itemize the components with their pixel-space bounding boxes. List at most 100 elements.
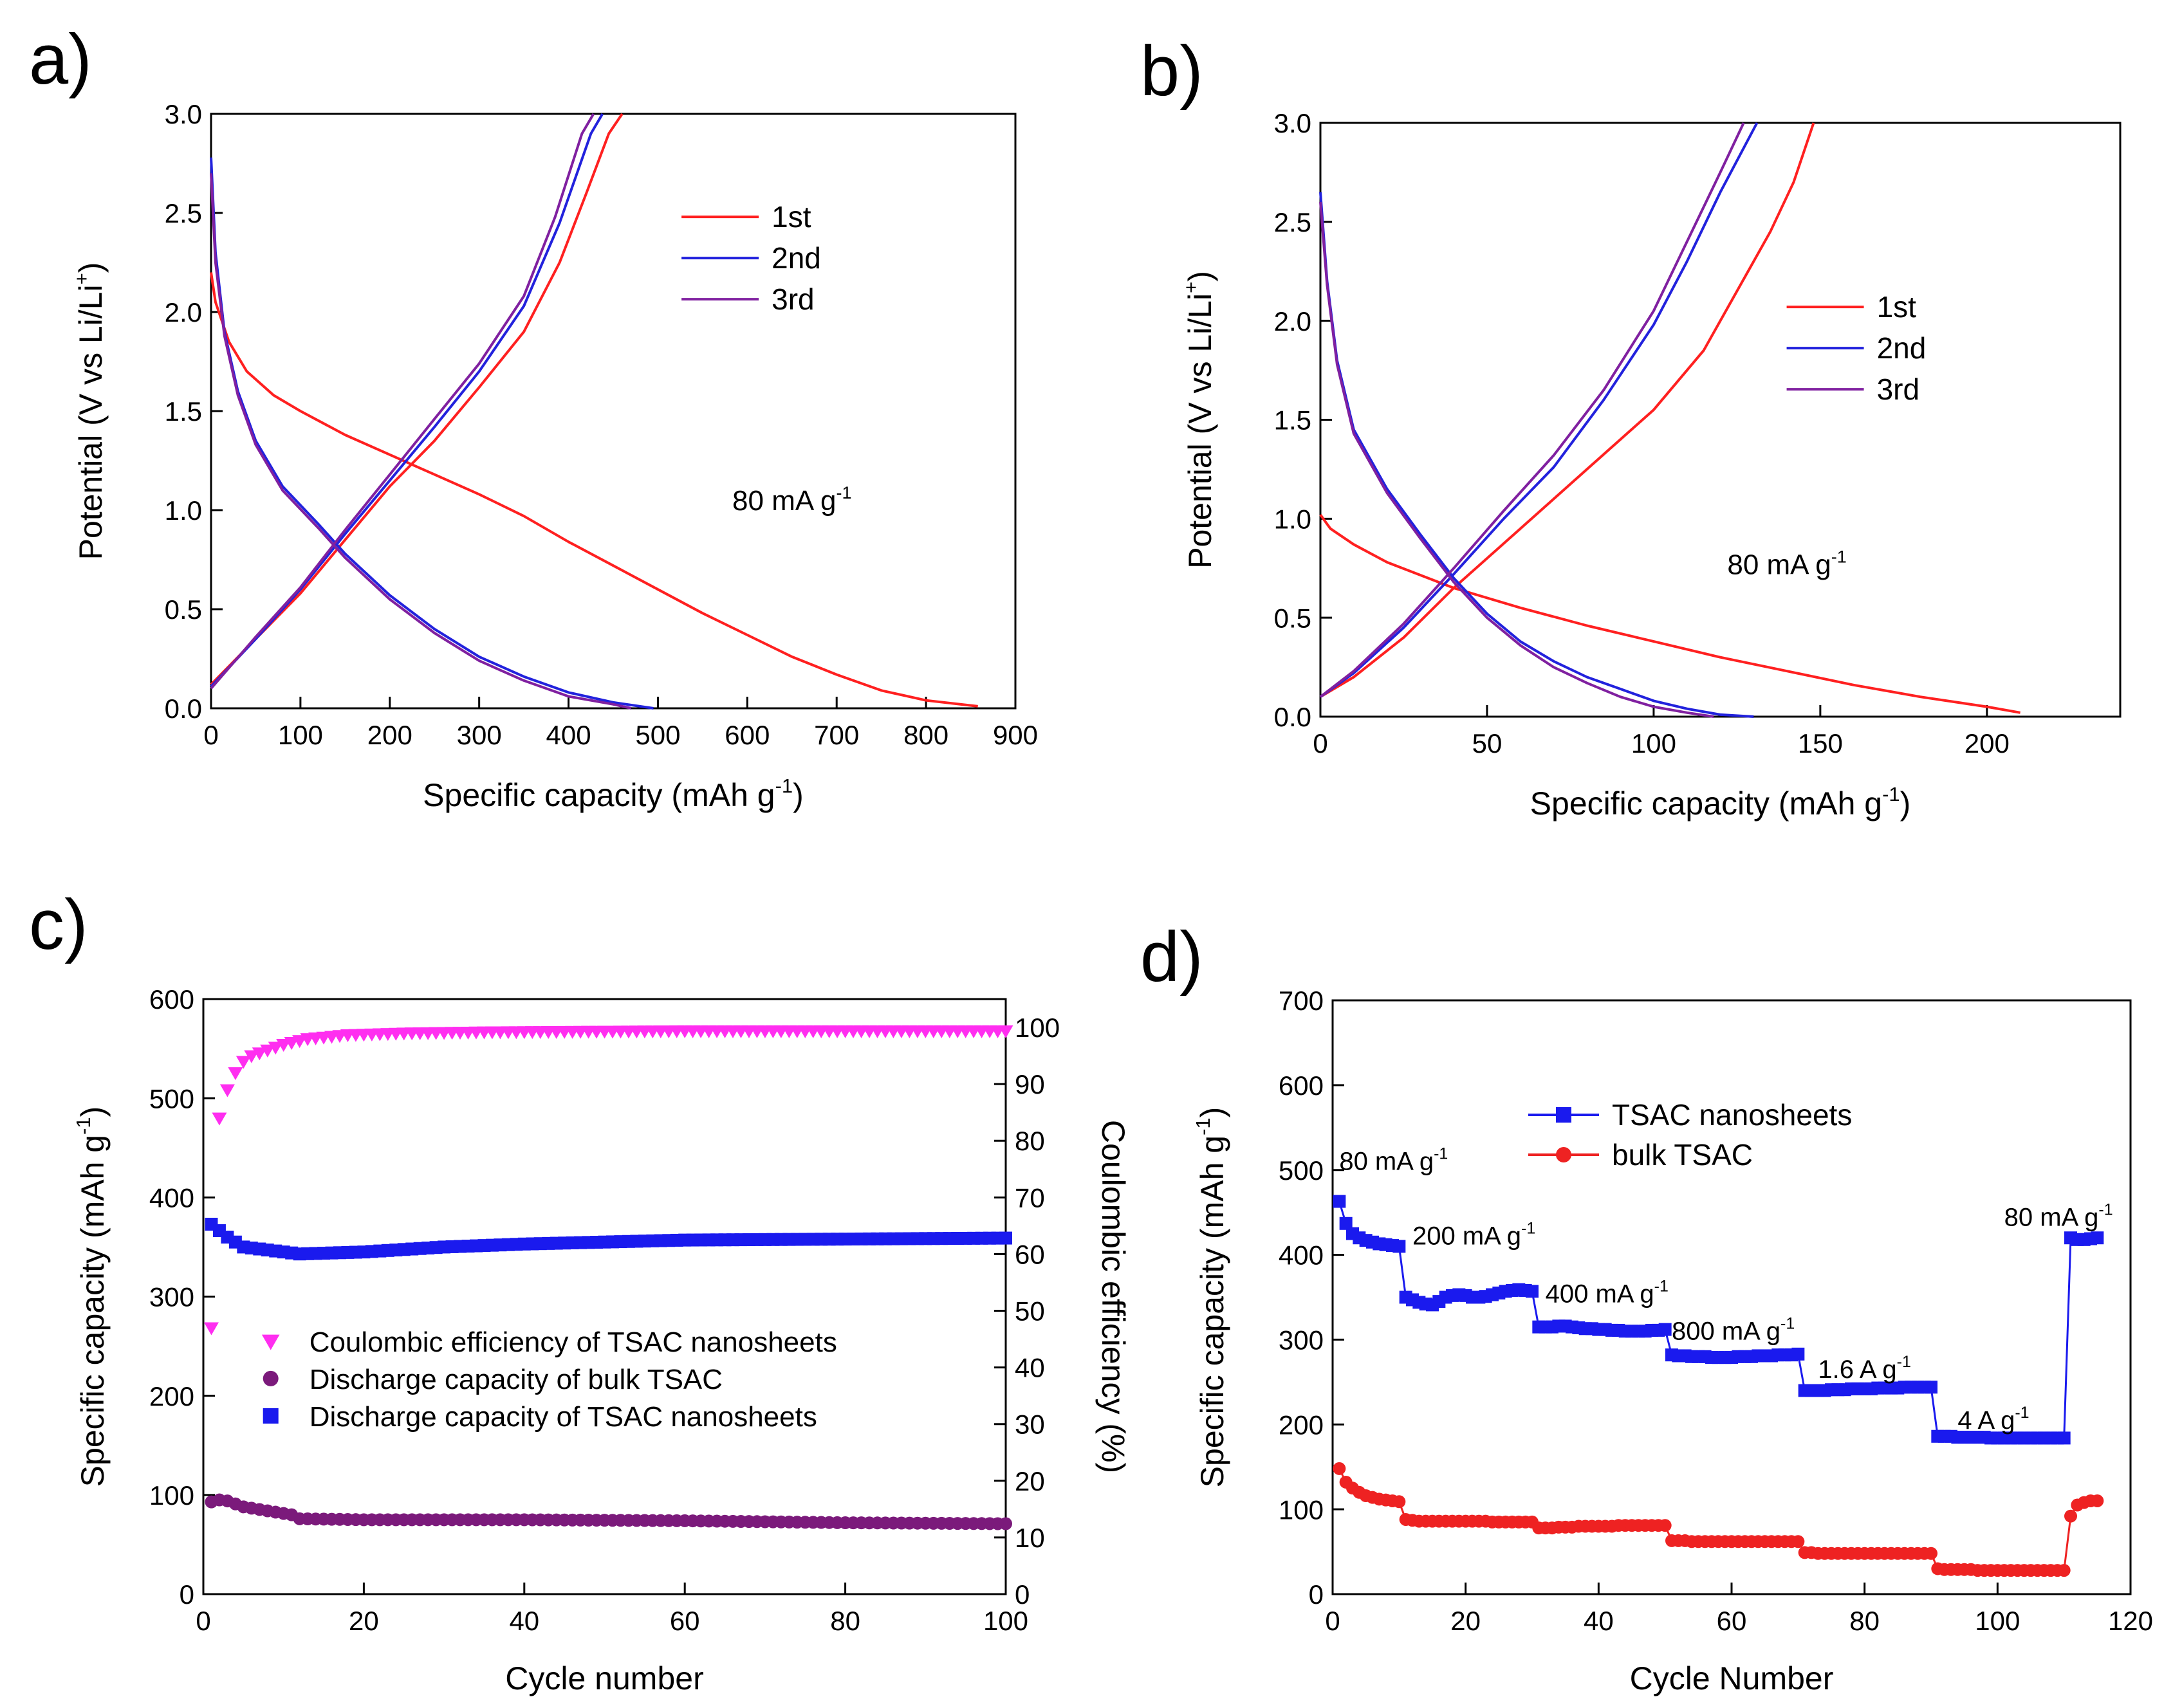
legend-label: TSAC nanosheets [1612, 1098, 1852, 1132]
x-tick-label: 40 [1584, 1606, 1614, 1636]
data-point-triangle-down [212, 1112, 227, 1126]
panel-label: c) [29, 885, 88, 964]
legend-marker [1556, 1107, 1571, 1123]
y-tick-label: 600 [1279, 1070, 1324, 1101]
series-line-2nd [1319, 192, 1754, 718]
data-point-square [999, 1231, 1012, 1245]
y-tick-label: 1.5 [1274, 405, 1311, 436]
data-point-triangle-down [203, 1322, 219, 1336]
y-axis-title: Specific capacity (mAh g-1) [1192, 1107, 1230, 1488]
series-line-3rd [1319, 201, 1714, 718]
y-tick-label: 200 [1279, 1410, 1324, 1440]
y-tick-label: 300 [1279, 1325, 1324, 1355]
y-tick-label: 200 [149, 1381, 194, 1411]
rate-annotation: 1.6 A g-1 [1818, 1353, 1911, 1384]
y2-tick-label: 0 [1015, 1579, 1030, 1610]
plot-frame [1319, 122, 2122, 718]
y-tick-label: 2.5 [165, 198, 202, 228]
y-tick-label: 600 [149, 984, 194, 1015]
data-point-square [2091, 1231, 2104, 1245]
y-tick-label: 3.0 [165, 99, 202, 129]
y2-tick-label: 40 [1015, 1353, 1045, 1383]
series-line-1st [210, 113, 624, 686]
series-line-2nd [210, 113, 604, 688]
data-point-triangle-down [260, 1044, 275, 1058]
y-tick-label: 400 [1279, 1240, 1324, 1271]
data-point-square [1339, 1217, 1353, 1230]
y-tick-label: 100 [149, 1480, 194, 1511]
series-line-3rd [1319, 122, 1745, 698]
x-tick-label: 700 [814, 720, 859, 750]
panel-label: a) [29, 20, 92, 99]
y2-tick-label: 100 [1015, 1013, 1060, 1043]
plot-frame [202, 998, 1007, 1595]
legend-label: Coulombic efficiency of TSAC nanosheets [310, 1327, 837, 1358]
data-point-square [1333, 1195, 1346, 1208]
y-tick-label: 700 [1279, 986, 1324, 1016]
data-point-circle [999, 1517, 1012, 1530]
y-tick-label: 1.0 [165, 495, 202, 526]
x-tick-label: 100 [1631, 728, 1676, 758]
y-tick-label: 400 [149, 1182, 194, 1213]
x-tick-label: 0 [196, 1606, 210, 1636]
data-point-circle [1658, 1519, 1672, 1532]
legend-label: 3rd [772, 282, 814, 316]
legend-marker [261, 1334, 280, 1350]
panel-b: b) 0 50 100 150 200 0.0 0.5 1.0 1.5 2.0 2.5 3.0 1st 2n… [1140, 32, 2122, 822]
data-point-circle [1333, 1462, 1346, 1475]
y-tick-label: 300 [149, 1282, 194, 1312]
series-line-2nd [1319, 122, 1759, 698]
data-point-circle [2091, 1494, 2104, 1507]
x-tick-label: 100 [983, 1606, 1028, 1636]
y2-tick-label: 70 [1015, 1182, 1045, 1213]
data-point-circle [2057, 1564, 2071, 1577]
legend-label: 1st [772, 200, 811, 234]
x-tick-label: 80 [1849, 1606, 1880, 1636]
x-tick-label: 40 [509, 1606, 539, 1636]
x-tick-label: 200 [367, 720, 412, 750]
x-tick-label: 20 [349, 1606, 379, 1636]
x-tick-label: 60 [1717, 1606, 1747, 1636]
data-point-triangle-down [228, 1067, 243, 1081]
plot-frame [210, 113, 1017, 710]
legend-label: 2nd [1877, 331, 1927, 365]
legend-label: bulk TSAC [1612, 1138, 1753, 1171]
series-line-3rd [210, 173, 632, 710]
data-point-circle [1925, 1547, 1937, 1560]
y-axis-title: Specific capacity (mAh g-1) [72, 1107, 111, 1487]
legend-marker [1556, 1147, 1571, 1163]
x-tick-label: 100 [1975, 1606, 2020, 1636]
rate-annotation: 80 mA g-1 [1339, 1145, 1448, 1176]
y-tick-label: 0 [1309, 1579, 1324, 1610]
legend-label: 3rd [1877, 372, 1919, 406]
y-axis-title: Potential (V vs Li/Li+) [70, 262, 109, 560]
x-tick-label: 900 [993, 720, 1038, 750]
x-tick-label: 0 [203, 720, 218, 750]
x-tick-label: 50 [1472, 728, 1503, 758]
data-point-square [1925, 1381, 1937, 1394]
data-point-triangle-down [236, 1056, 251, 1069]
series-line-3rd [210, 113, 595, 690]
rate-annotation: 400 mA g-1 [1546, 1277, 1669, 1308]
y-axis-title: Potential (V vs Li/Li+) [1179, 271, 1218, 569]
legend-label: 1st [1877, 290, 1917, 324]
legend-label: 2nd [772, 241, 821, 275]
x-tick-label: 800 [903, 720, 948, 750]
data-point-square [1791, 1347, 1805, 1361]
data-point-triangle-down [219, 1084, 235, 1097]
panel-a: a) 0 100 200 300 400 500 600 700 800 900 0.0 0.5 1.0 1… [29, 20, 1038, 813]
data-point-circle [2064, 1509, 2077, 1523]
y2-tick-label: 80 [1015, 1126, 1045, 1156]
legend-label: Discharge capacity of bulk TSAC [310, 1364, 723, 1395]
y-tick-label: 0.5 [1274, 603, 1311, 633]
x-axis-title: Specific capacity (mAh g-1) [423, 775, 804, 813]
x-tick-label: 100 [278, 720, 323, 750]
y-tick-label: 500 [1279, 1155, 1324, 1186]
panel-d: d) 0 20 40 60 80 100 120 0 100 200 300 400 500 600 700 T… [1140, 917, 2153, 1696]
y-tick-label: 2.0 [1274, 306, 1311, 336]
legend-label: Discharge capacity of TSAC nanosheets [310, 1401, 817, 1433]
y-tick-label: 2.5 [1274, 207, 1311, 237]
y2-tick-label: 90 [1015, 1069, 1045, 1099]
rate-annotation: 80 mA g-1 [732, 483, 851, 517]
y2-axis-title: Coulombic efficiency (%) [1095, 1120, 1131, 1473]
